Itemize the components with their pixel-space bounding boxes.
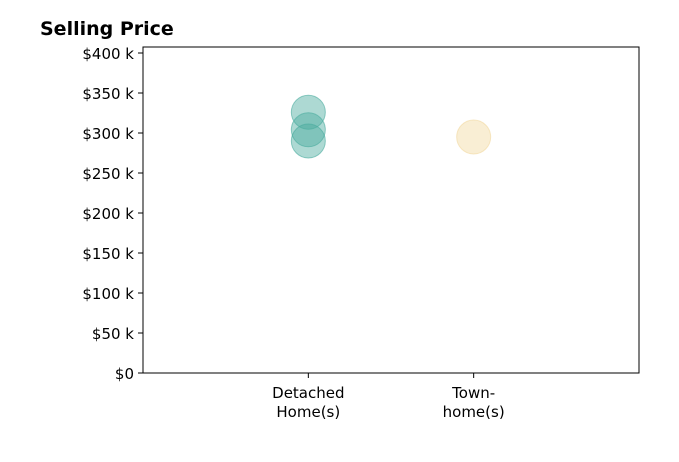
- y-tick-label: $400 k: [82, 45, 134, 63]
- plot-frame: [142, 46, 640, 374]
- chart-title: Selling Price: [40, 18, 174, 40]
- y-tick-label: $250 k: [82, 165, 134, 183]
- point: [456, 119, 492, 155]
- point: [290, 112, 326, 148]
- y-tick-label: $350 k: [82, 85, 134, 103]
- point: [290, 123, 326, 159]
- x-tick-label: Town-home(s): [443, 384, 505, 421]
- y-tick-label: $0: [115, 365, 134, 383]
- point: [290, 94, 326, 130]
- y-tick-label: $150 k: [82, 245, 134, 263]
- y-tick-label: $50 k: [92, 325, 134, 343]
- y-tick-label: $200 k: [82, 205, 134, 223]
- x-tick-label: Detached Home(s): [272, 384, 344, 421]
- y-tick-label: $300 k: [82, 125, 134, 143]
- y-tick-label: $100 k: [82, 285, 134, 303]
